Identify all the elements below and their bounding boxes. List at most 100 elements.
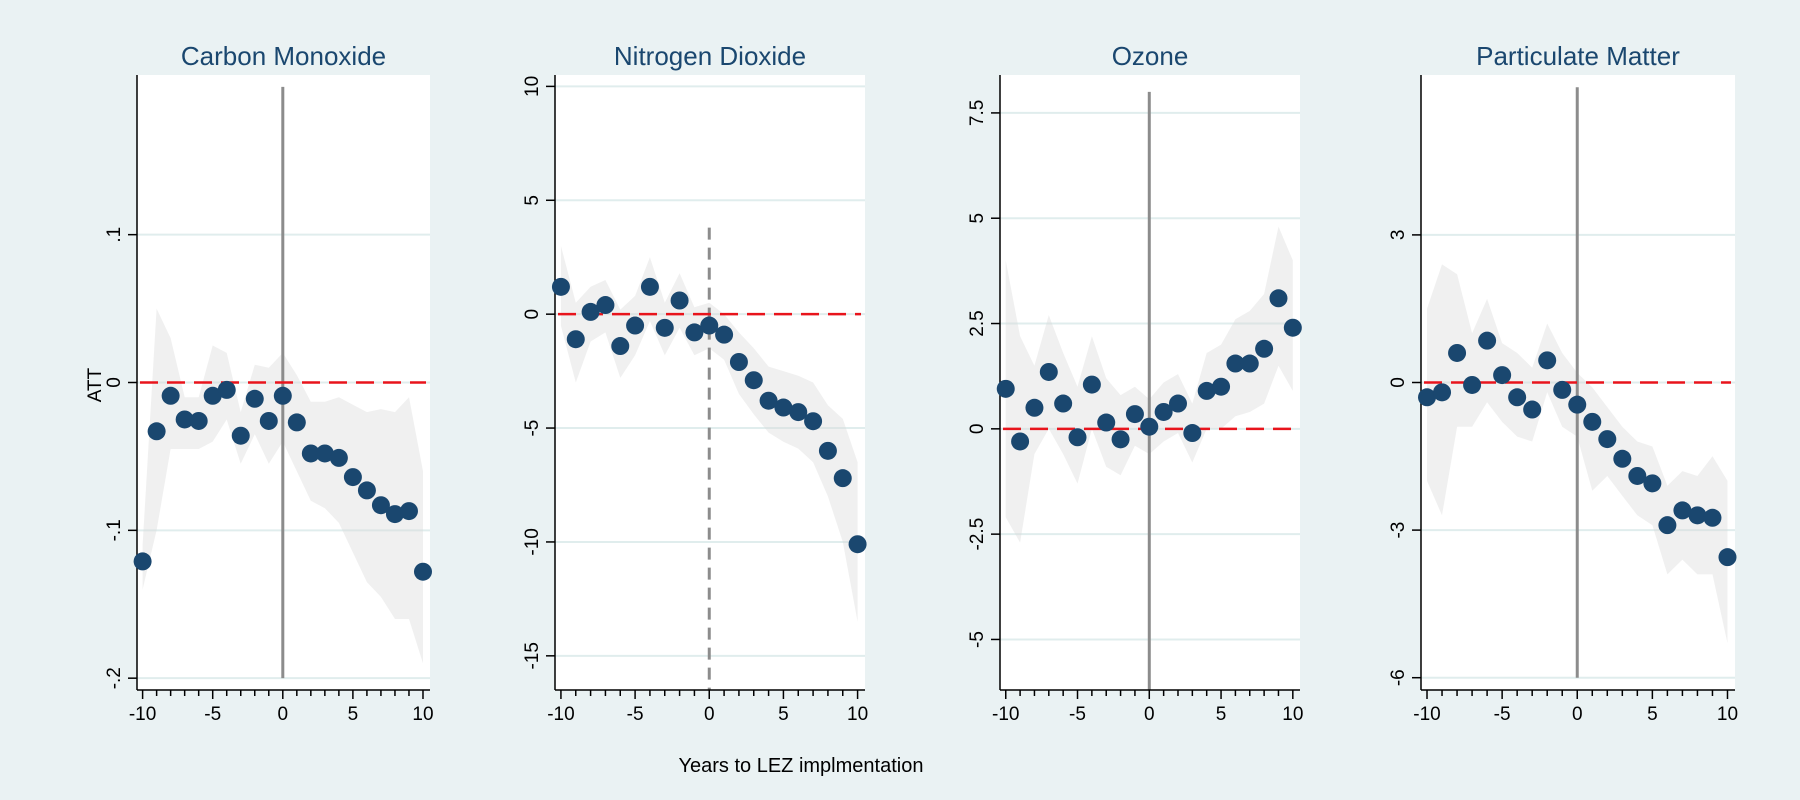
confidence-band [1427,264,1728,644]
data-point [626,316,645,335]
data-point [357,481,376,500]
y-tick-label: -2.5 [967,518,988,551]
y-tick-label: -.1 [104,519,125,541]
data-point [301,444,320,463]
x-tick-label: -10 [992,704,1019,725]
data-point [1628,466,1647,485]
data-point [1718,548,1737,567]
x-tick-label: 5 [348,704,359,725]
x-tick-label: 10 [847,704,868,725]
data-point [596,296,615,315]
data-point [1082,375,1101,394]
y-tick-label: -3 [1388,522,1409,539]
data-point [133,552,152,571]
data-point [551,277,570,296]
x-tick-label: 5 [1216,704,1227,725]
x-tick-label: 0 [1144,704,1155,725]
data-point [1463,375,1482,394]
confidence-band [1005,226,1293,543]
x-tick-label: -5 [204,704,221,725]
x-axis-label: Years to LEZ implmentation [679,755,924,777]
data-point [1418,388,1437,407]
data-point [700,316,719,335]
panel-title: Nitrogen Dioxide [614,41,806,71]
panel-title: Ozone [1112,41,1189,71]
data-point [1197,381,1216,400]
y-axis-label: ATT [85,367,106,402]
data-point [245,389,264,408]
data-point [818,441,837,460]
data-point [1598,430,1617,449]
data-point [655,318,674,337]
data-point [1054,394,1073,413]
y-tick-label: 3 [1388,230,1409,241]
data-point [804,412,823,431]
x-tick-label: -5 [1069,704,1086,725]
y-tick-label: 0 [522,309,543,320]
data-point [848,535,867,554]
data-point [1011,432,1030,451]
y-tick-label: .1 [104,227,125,243]
data-point [1448,343,1467,362]
data-point [1688,506,1707,525]
data-point [1212,377,1231,396]
x-tick-label: 0 [704,704,715,725]
y-tick-label: 5 [967,213,988,224]
confidence-band [560,245,858,622]
data-point [1493,366,1512,385]
data-point [273,386,292,405]
data-point [231,426,250,445]
data-point [566,330,585,349]
data-point [685,323,704,342]
data-point [1168,394,1187,413]
data-point [1269,289,1288,308]
data-point [774,398,793,417]
data-point [670,291,689,310]
data-point [1283,318,1302,337]
y-tick-label: 0 [1388,377,1409,388]
data-point [744,371,763,390]
x-tick-label: -5 [627,704,644,725]
data-point [385,505,404,524]
data-point [1643,474,1662,493]
data-point [1226,354,1245,373]
x-tick-label: -10 [1413,704,1440,725]
data-point [729,353,748,371]
x-tick-label: -10 [547,704,574,725]
data-point [833,469,852,488]
data-point [1125,405,1144,424]
data-point [1140,417,1159,436]
data-point [1255,339,1274,358]
data-point [1097,413,1116,432]
data-point [1658,516,1677,535]
y-tick-label: -5 [522,420,543,437]
data-point [1538,351,1557,370]
data-point [1025,398,1044,417]
plot-area [555,75,865,690]
data-point [640,277,659,296]
panels: -10 -5 0 5 10 -.2 -.1 0 .1 Carbon Monoxide -10 -5 0 5… [104,41,1738,725]
data-point [1613,449,1632,468]
y-tick-label: 5 [522,195,543,206]
x-tick-label: 5 [778,704,789,725]
data-point [1553,380,1572,399]
data-point [413,562,432,581]
data-point [1111,430,1130,449]
panel-2: -10 -5 0 5 10 -15 -10 -5 0 5 10 Nitrogen Dioxide [522,41,868,725]
x-tick-label: 0 [1572,704,1583,725]
data-point [1673,501,1692,520]
data-point [996,379,1015,398]
data-point [1039,362,1058,381]
data-point [611,337,630,356]
data-point [203,386,222,405]
data-point [343,468,362,487]
panel-4: -10 -5 0 5 10 -6 -3 0 3 Particulate Matter [1388,41,1738,725]
y-tick-label: -10 [522,528,543,555]
panel-3: -10 -5 0 5 10 -5 -2.5 0 2.5 5 7.5 Ozone [967,41,1303,725]
data-point [1583,412,1602,431]
data-point [759,391,778,410]
data-point [315,444,334,463]
data-point [1478,331,1497,350]
y-tick-label: -.2 [104,667,125,689]
